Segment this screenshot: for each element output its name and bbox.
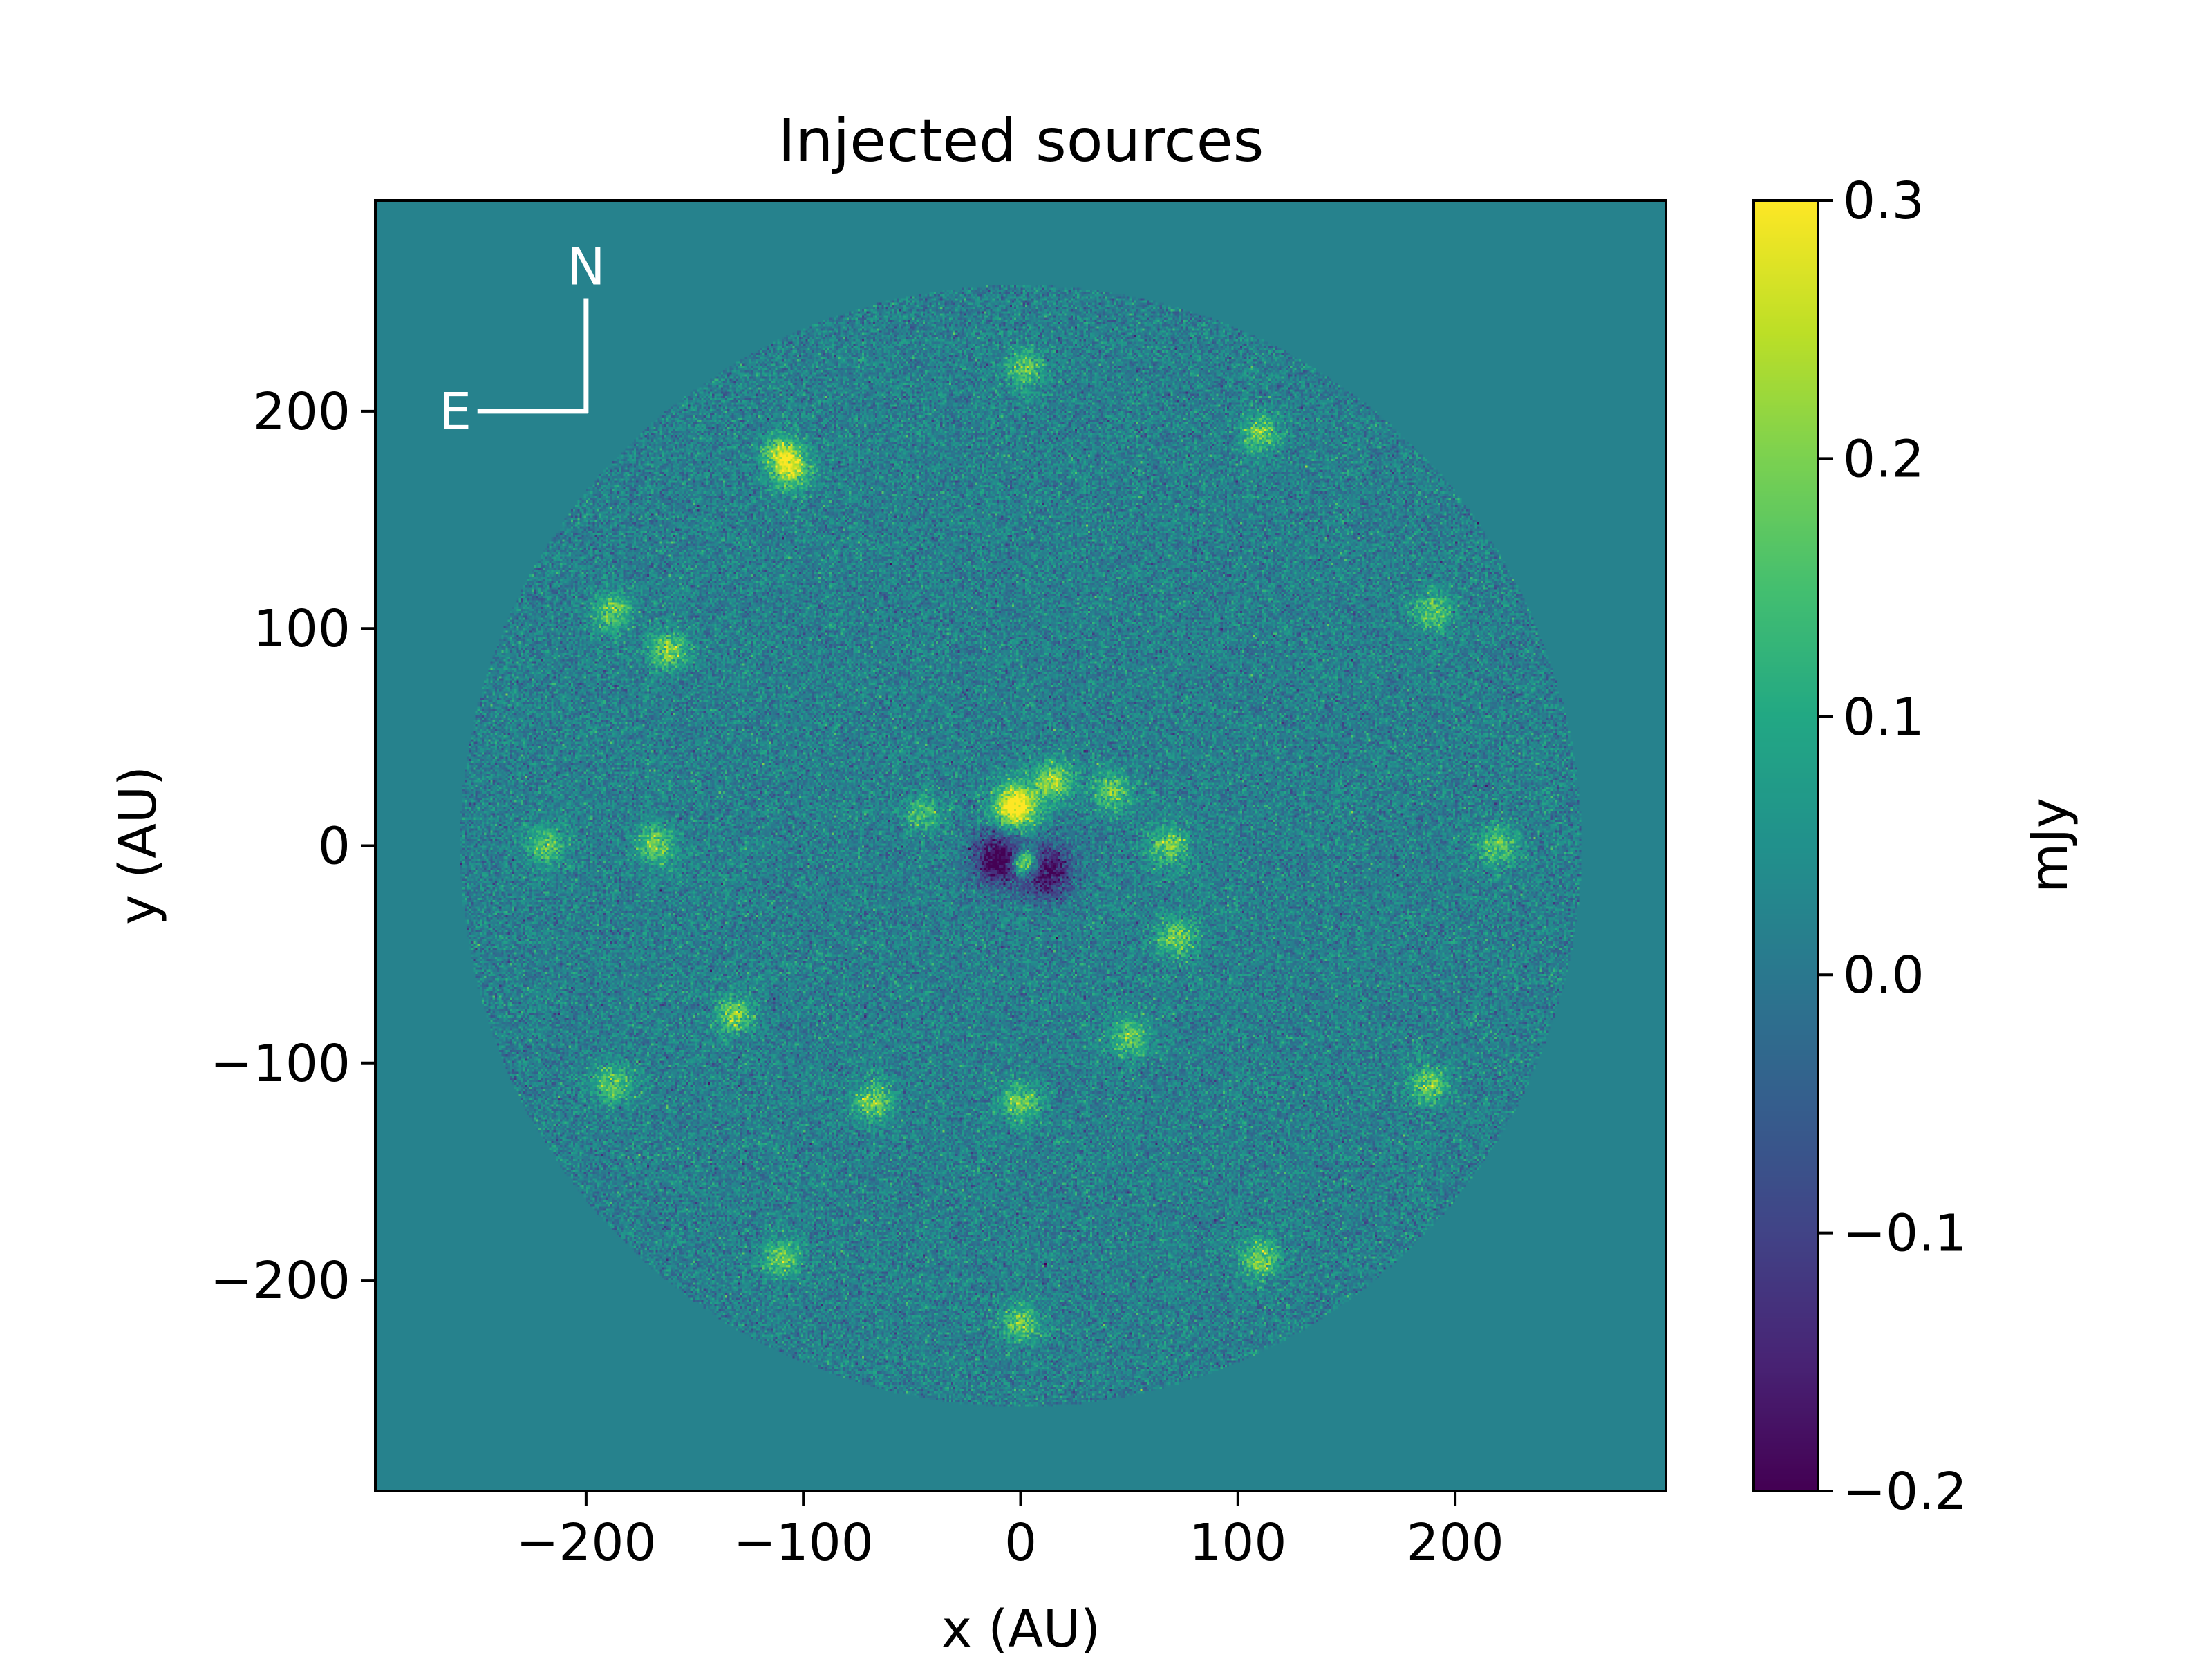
- y-tick-label: −200: [210, 1251, 350, 1311]
- x-tick-label: −200: [516, 1513, 656, 1573]
- colorbar-gradient: [1754, 200, 1818, 1491]
- colorbar-tick-label: 0.1: [1843, 688, 1924, 747]
- y-tick-label: −100: [210, 1034, 350, 1094]
- x-axis-label: x (AU): [941, 1600, 1100, 1659]
- y-tick-label: 200: [253, 382, 350, 442]
- x-tick-label: 200: [1406, 1513, 1503, 1573]
- compass: N E: [439, 237, 605, 441]
- x-tick-label: 100: [1189, 1513, 1286, 1573]
- y-axis-label: y (AU): [109, 766, 168, 925]
- x-axis-ticks: −200 −100 0 100 200: [516, 1491, 1504, 1573]
- colorbar-ticks: −0.2 −0.1 0.0 0.1 0.2 0.3: [1818, 171, 1967, 1521]
- heatmap-container: [375, 200, 1666, 1491]
- colorbar-tick-label: 0.2: [1843, 429, 1924, 489]
- y-tick-label: 0: [318, 817, 350, 877]
- compass-north-label: N: [567, 237, 605, 297]
- colorbar-tick-label: −0.2: [1843, 1462, 1967, 1521]
- x-tick-label: −100: [733, 1513, 874, 1573]
- x-tick-label: 0: [1004, 1513, 1037, 1573]
- y-axis-ticks: −200 −100 0 100 200: [210, 382, 375, 1311]
- heatmap-image: [375, 200, 1666, 1491]
- colorbar-label: mJy: [2020, 798, 2079, 893]
- colorbar-tick-label: 0.0: [1843, 946, 1924, 1005]
- colorbar-container: [1754, 200, 1818, 1491]
- colorbar-frame: [1752, 199, 1819, 1492]
- compass-east-label: E: [439, 382, 471, 442]
- y-tick-label: 100: [253, 599, 350, 659]
- colorbar-tick-label: −0.1: [1843, 1204, 1967, 1264]
- colorbar-tick-label: 0.3: [1843, 171, 1924, 231]
- chart-title: Injected sources: [778, 106, 1264, 176]
